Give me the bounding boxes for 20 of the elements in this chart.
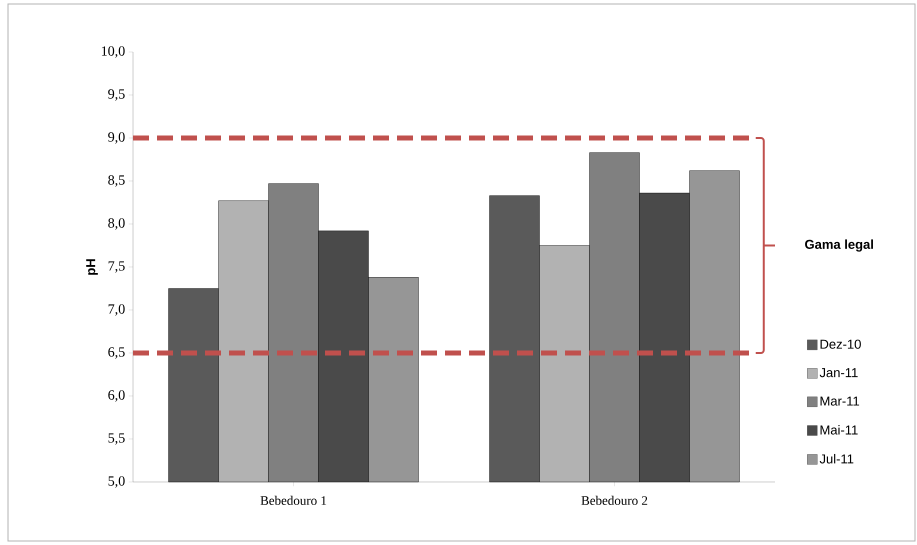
legend-label: Mar-11 bbox=[820, 396, 860, 406]
y-tick-label: 8,5 bbox=[108, 175, 125, 187]
x-tick-label: Bebedouro 2 bbox=[581, 496, 648, 505]
text: Gama legal bbox=[805, 239, 873, 252]
x-tick-label: Bebedouro 1 bbox=[260, 496, 326, 505]
y-axis-title: pH bbox=[86, 259, 98, 275]
y-tick-label: 6,0 bbox=[108, 390, 125, 402]
legend-label: Jul-11 bbox=[820, 454, 854, 464]
y-tick-label: 10,0 bbox=[102, 46, 125, 58]
y-tick-label: 7,5 bbox=[108, 261, 125, 273]
y-tick-label: 8,0 bbox=[108, 218, 125, 230]
y-tick-label: 6,5 bbox=[108, 347, 125, 359]
y-tick-label: 9,5 bbox=[108, 89, 125, 101]
y-tick-label: 5,0 bbox=[108, 476, 125, 488]
y-tick-label: 5,5 bbox=[108, 433, 125, 445]
legend-label: Dez-10 bbox=[820, 340, 861, 349]
y-tick-label: 7,0 bbox=[108, 304, 125, 316]
legend-label: Mai-11 bbox=[820, 425, 858, 435]
y-tick-label: 9,0 bbox=[108, 132, 125, 144]
legend-label: Jan-11 bbox=[820, 368, 858, 378]
